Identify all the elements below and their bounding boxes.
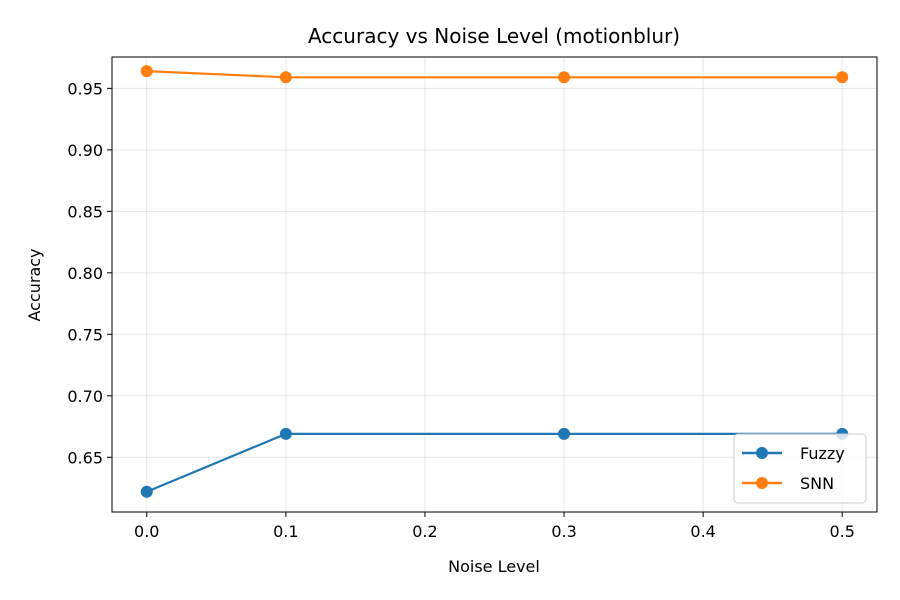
y-ticks: 0.65 0.70 0.75 0.80 0.85 0.90 0.95 [67, 79, 112, 467]
data-point-snn [558, 71, 571, 84]
data-point-fuzzy [140, 485, 153, 498]
y-tick-label: 0.95 [67, 79, 103, 98]
data-point-snn [279, 71, 292, 84]
series-line-fuzzy [146, 432, 843, 493]
series-line-snn [146, 70, 843, 79]
legend-label-fuzzy: Fuzzy [800, 444, 845, 463]
data-point-snn [836, 71, 849, 84]
legend: Fuzzy SNN [733, 433, 867, 504]
series-layer [140, 65, 849, 498]
y-tick-label: 0.65 [67, 448, 103, 467]
y-tick-label: 0.70 [67, 387, 103, 406]
x-tick-label: 0.1 [273, 522, 298, 541]
legend-label-snn: SNN [800, 474, 834, 493]
x-tick-label: 0.0 [134, 522, 159, 541]
x-tick-label: 0.5 [830, 522, 855, 541]
x-tick-label: 0.4 [690, 522, 715, 541]
chart-title: Accuracy vs Noise Level (motionblur) [308, 24, 680, 48]
y-tick-label: 0.90 [67, 141, 103, 160]
y-tick-label: 0.85 [67, 202, 103, 221]
legend-marker-fuzzy [756, 447, 768, 459]
grid-lines [112, 57, 877, 512]
y-tick-label: 0.75 [67, 325, 103, 344]
x-tick-label: 0.2 [412, 522, 437, 541]
x-axis-label: Noise Level [448, 557, 540, 576]
data-point-fuzzy [279, 427, 292, 440]
x-tick-label: 0.3 [551, 522, 576, 541]
y-axis-label: Accuracy [25, 248, 44, 321]
data-point-fuzzy [558, 427, 571, 440]
legend-marker-snn [756, 477, 768, 489]
x-ticks: 0.0 0.1 0.2 0.3 0.4 0.5 [134, 512, 855, 541]
plot-frame [111, 56, 878, 513]
y-tick-label: 0.80 [67, 264, 103, 283]
data-point-snn [140, 65, 153, 78]
